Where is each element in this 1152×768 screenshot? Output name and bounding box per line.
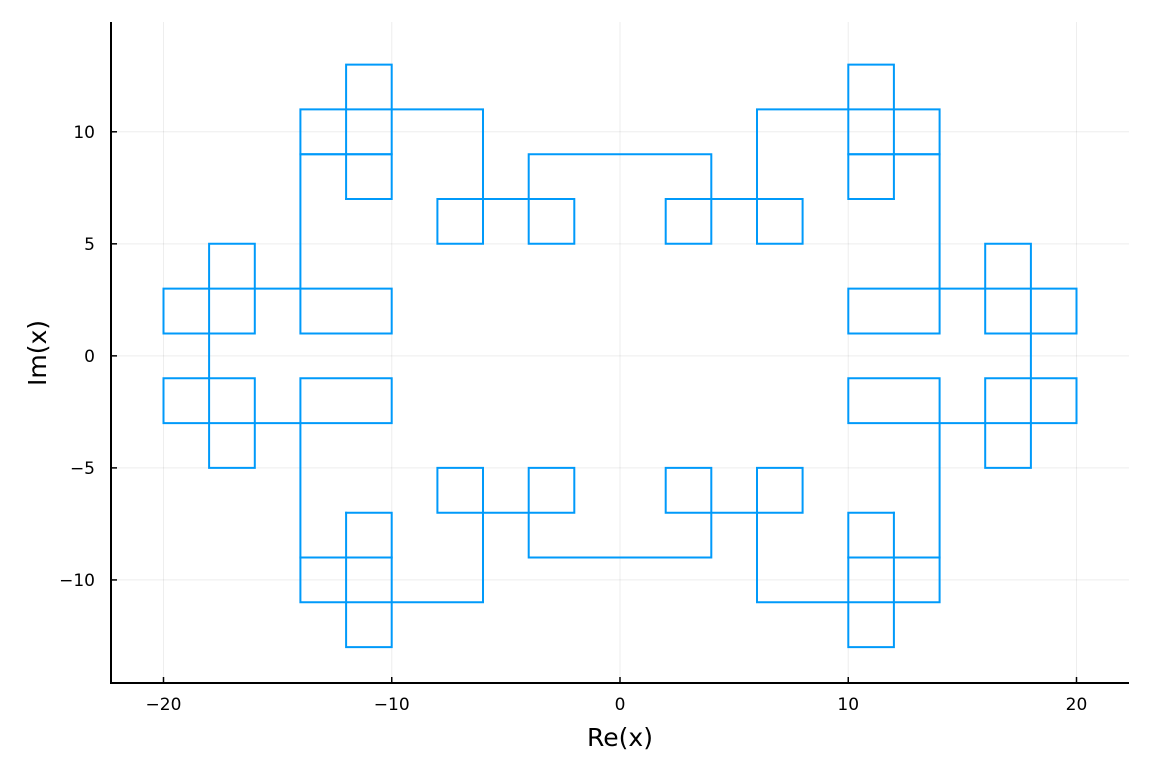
y-tick-label: −10 <box>59 571 95 591</box>
axes <box>110 22 1129 684</box>
y-tick-label: 0 <box>84 347 95 367</box>
series-line-segment <box>299 466 941 649</box>
x-tick-labels: −20 −10 0 10 20 <box>146 695 1088 715</box>
series-line-segment <box>162 153 393 559</box>
x-tick-label: 10 <box>837 695 859 715</box>
y-tick-labels: 10 5 0 −5 −10 <box>59 123 95 591</box>
series-group <box>162 63 1078 649</box>
x-tick-label: −10 <box>374 695 410 715</box>
series-line-segment <box>847 153 1078 559</box>
y-axis-title: Im(x) <box>23 320 52 386</box>
y-tick-label: 10 <box>73 123 95 143</box>
series-line-segment <box>299 63 941 245</box>
x-tick-label: 0 <box>615 695 626 715</box>
y-tick-label: −5 <box>70 459 95 479</box>
y-tick-label: 5 <box>84 235 95 255</box>
x-tick-label: −20 <box>146 695 182 715</box>
x-tick-label: 20 <box>1066 695 1088 715</box>
x-axis-title: Re(x) <box>587 723 653 752</box>
